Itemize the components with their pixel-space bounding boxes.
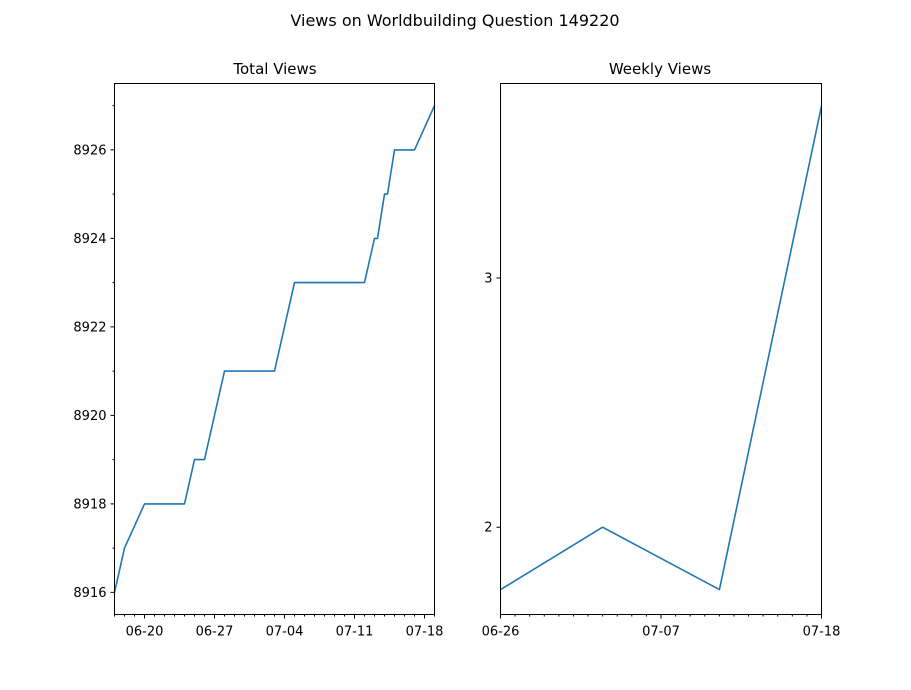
total-views-y-tick-label: 8916 [73, 586, 106, 601]
weekly-views-tick-labels: 06-26 07-07 07-18 2 3 [482, 271, 841, 639]
weekly-views-ticks [496, 277, 822, 619]
total-views-y-tick-label: 8926 [73, 143, 106, 158]
weekly-views-axes-frame [500, 83, 822, 615]
total-views-y-tick-label: 8918 [73, 497, 106, 512]
total-views-x-tick-label: 07-18 [406, 625, 444, 640]
total-views-x-tick-label: 06-20 [126, 625, 164, 640]
total-views-y-tick-label: 8924 [73, 232, 106, 247]
total-views-x-tick-label: 06-27 [196, 625, 234, 640]
weekly-views-title: Weekly Views [609, 60, 712, 78]
weekly-views-chart: Weekly Views 06-26 07-07 07-18 2 3 [482, 60, 841, 640]
total-views-axes-frame [114, 83, 435, 615]
weekly-views-x-tick-label: 07-18 [803, 625, 841, 640]
total-views-x-tick-label: 07-04 [266, 625, 304, 640]
weekly-views-x-tick-label: 06-26 [482, 625, 520, 640]
total-views-line [113, 105, 436, 593]
total-views-y-tick-label: 8920 [73, 409, 106, 424]
total-views-x-tick-label: 07-11 [336, 625, 374, 640]
weekly-views-y-tick-label: 3 [484, 271, 492, 286]
total-views-chart: Total Views 06-20 06-27 07-04 07-11 07-18 891… [73, 60, 443, 640]
figure-title: Views on Worldbuilding Question 149220 [290, 11, 619, 30]
weekly-views-x-tick-label: 07-07 [642, 625, 680, 640]
weekly-views-line [500, 105, 823, 591]
total-views-ticks [110, 105, 435, 619]
total-views-y-tick-label: 8922 [73, 320, 106, 335]
total-views-tick-labels: 06-20 06-27 07-04 07-11 07-18 8916 8918 8920 892… [73, 143, 443, 639]
total-views-title: Total Views [232, 60, 316, 78]
weekly-views-y-tick-label: 2 [484, 521, 492, 536]
